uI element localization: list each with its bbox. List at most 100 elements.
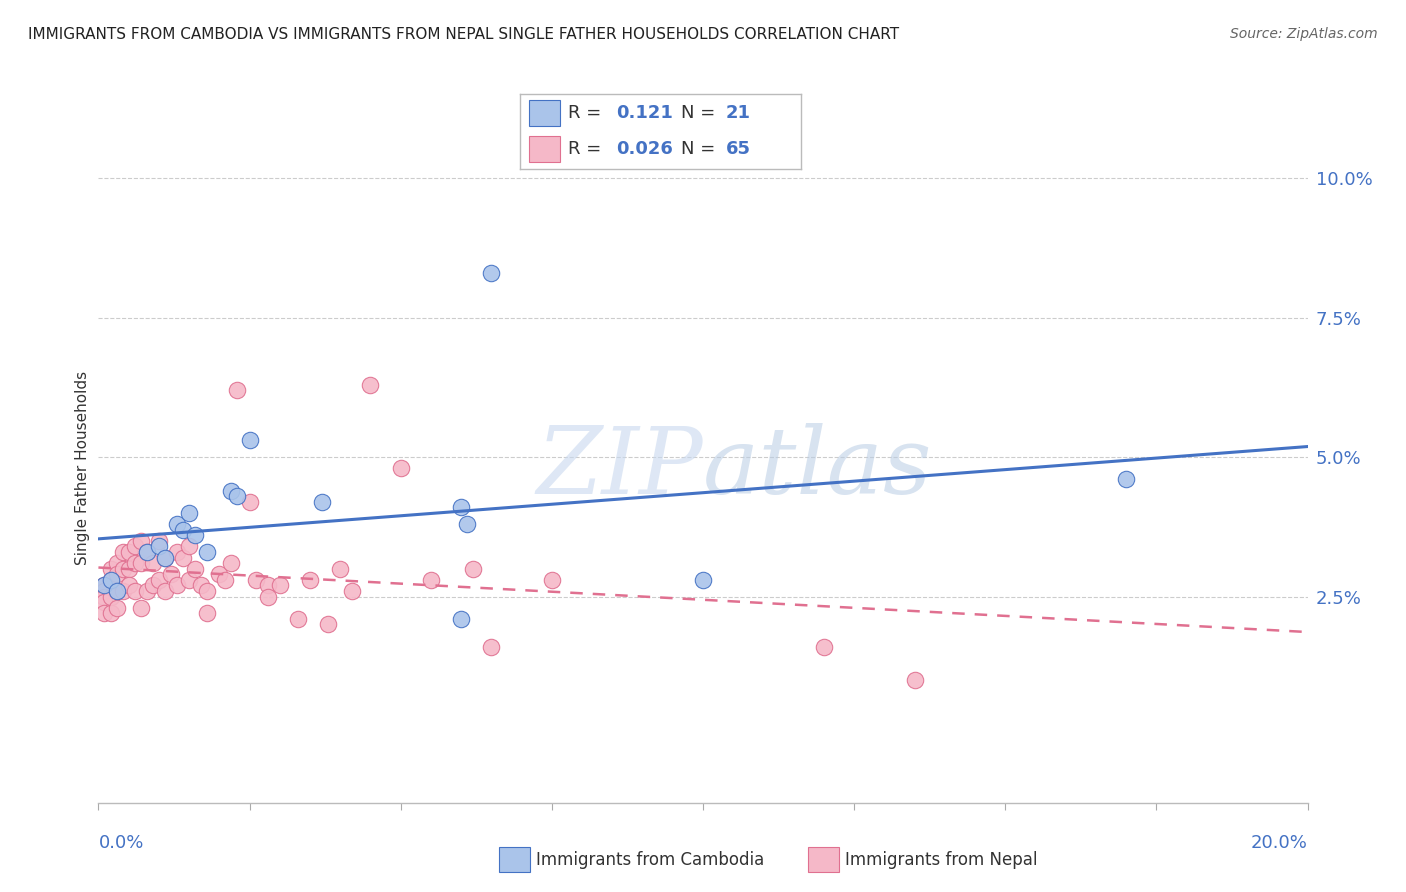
Point bbox=[329, 562, 352, 576]
Text: 0.121: 0.121 bbox=[616, 104, 672, 122]
Point bbox=[93, 607, 115, 621]
Point bbox=[118, 562, 141, 576]
Point bbox=[118, 578, 141, 592]
Point bbox=[256, 578, 278, 592]
Bar bbox=[529, 101, 560, 127]
Point bbox=[166, 517, 188, 532]
Point bbox=[239, 494, 262, 508]
Bar bbox=[529, 136, 560, 161]
Point bbox=[389, 461, 412, 475]
Text: Immigrants from Cambodia: Immigrants from Cambodia bbox=[536, 851, 763, 869]
Point bbox=[214, 573, 236, 587]
Point bbox=[299, 573, 322, 587]
Point bbox=[342, 584, 364, 599]
Point bbox=[287, 612, 309, 626]
Point bbox=[195, 584, 218, 599]
Point bbox=[195, 545, 218, 559]
Point bbox=[226, 384, 249, 398]
Point bbox=[93, 590, 115, 604]
Point bbox=[450, 500, 472, 515]
Point bbox=[148, 539, 170, 553]
Point bbox=[420, 573, 443, 587]
Point bbox=[142, 556, 165, 570]
Point bbox=[93, 578, 115, 592]
Y-axis label: Single Father Households: Single Father Households bbox=[75, 371, 90, 566]
Point bbox=[184, 562, 207, 576]
Point bbox=[1115, 473, 1137, 487]
Point bbox=[540, 573, 562, 587]
Point bbox=[100, 590, 122, 604]
Point bbox=[813, 640, 835, 654]
Point bbox=[160, 567, 183, 582]
Point bbox=[316, 617, 339, 632]
Point bbox=[311, 494, 333, 508]
Point bbox=[135, 545, 157, 559]
Point bbox=[135, 545, 157, 559]
Point bbox=[184, 528, 207, 542]
Text: IMMIGRANTS FROM CAMBODIA VS IMMIGRANTS FROM NEPAL SINGLE FATHER HOUSEHOLDS CORRE: IMMIGRANTS FROM CAMBODIA VS IMMIGRANTS F… bbox=[28, 27, 900, 42]
Point bbox=[190, 578, 212, 592]
Point bbox=[456, 517, 478, 532]
Text: N =: N = bbox=[681, 140, 720, 158]
Text: R =: R = bbox=[568, 104, 607, 122]
Point bbox=[239, 434, 262, 448]
Point bbox=[105, 567, 128, 582]
Point bbox=[129, 533, 152, 548]
Text: 21: 21 bbox=[725, 104, 751, 122]
Point bbox=[124, 556, 146, 570]
Point bbox=[105, 556, 128, 570]
Point bbox=[360, 377, 382, 392]
Point bbox=[148, 573, 170, 587]
Point bbox=[208, 567, 231, 582]
Point bbox=[481, 640, 503, 654]
Text: 20.0%: 20.0% bbox=[1251, 834, 1308, 852]
Point bbox=[105, 584, 128, 599]
Point bbox=[245, 573, 267, 587]
Point bbox=[148, 533, 170, 548]
Point bbox=[111, 584, 134, 599]
Point bbox=[100, 607, 122, 621]
Point bbox=[142, 578, 165, 592]
Point bbox=[904, 673, 927, 687]
Point bbox=[166, 545, 188, 559]
Point bbox=[226, 489, 249, 503]
Text: 0.026: 0.026 bbox=[616, 140, 672, 158]
Point bbox=[100, 562, 122, 576]
Point bbox=[105, 600, 128, 615]
Point bbox=[100, 573, 122, 587]
Point bbox=[135, 584, 157, 599]
Point bbox=[153, 584, 176, 599]
Text: 0.0%: 0.0% bbox=[98, 834, 143, 852]
Point bbox=[153, 550, 176, 565]
Point bbox=[129, 556, 152, 570]
Point bbox=[221, 483, 243, 498]
Point bbox=[111, 562, 134, 576]
Point bbox=[124, 584, 146, 599]
Point bbox=[93, 584, 115, 599]
Point bbox=[179, 573, 201, 587]
Point bbox=[129, 600, 152, 615]
Point bbox=[221, 556, 243, 570]
Point bbox=[179, 506, 201, 520]
Point bbox=[269, 578, 291, 592]
Point bbox=[692, 573, 714, 587]
Point bbox=[195, 607, 218, 621]
Point bbox=[100, 573, 122, 587]
Point bbox=[179, 539, 201, 553]
Text: ZIP: ZIP bbox=[536, 424, 703, 513]
Point bbox=[463, 562, 485, 576]
Text: Source: ZipAtlas.com: Source: ZipAtlas.com bbox=[1230, 27, 1378, 41]
Point bbox=[481, 266, 503, 280]
Text: 65: 65 bbox=[725, 140, 751, 158]
Point bbox=[118, 545, 141, 559]
Point bbox=[105, 584, 128, 599]
Point bbox=[166, 578, 188, 592]
Point bbox=[153, 550, 176, 565]
Text: Immigrants from Nepal: Immigrants from Nepal bbox=[845, 851, 1038, 869]
Text: atlas: atlas bbox=[703, 424, 932, 513]
Point bbox=[93, 595, 115, 609]
Point bbox=[124, 539, 146, 553]
Point bbox=[172, 550, 194, 565]
Point bbox=[172, 523, 194, 537]
Text: R =: R = bbox=[568, 140, 607, 158]
